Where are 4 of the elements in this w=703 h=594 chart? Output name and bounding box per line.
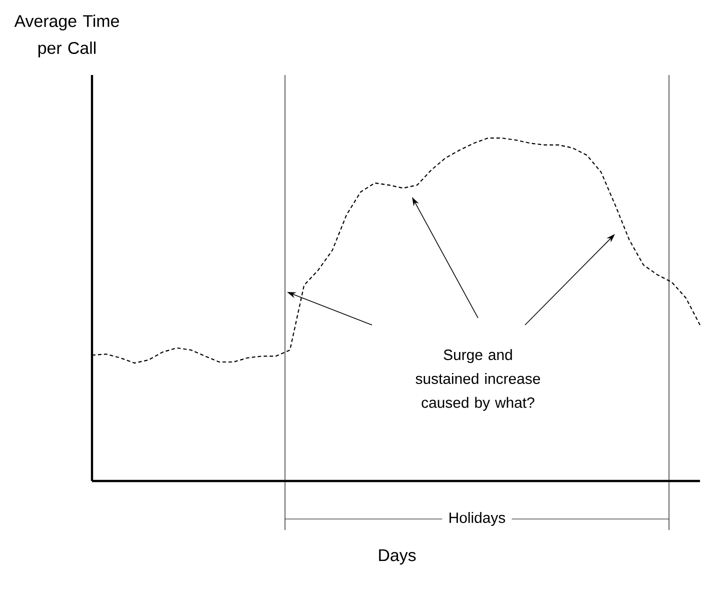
x-axis-title: Days	[379, 549, 416, 565]
y-axis-title: Average Time per Call	[14, 14, 119, 58]
annotation: Surge and sustained increase caused by what?	[416, 349, 540, 411]
text: Holidays	[450, 512, 506, 526]
